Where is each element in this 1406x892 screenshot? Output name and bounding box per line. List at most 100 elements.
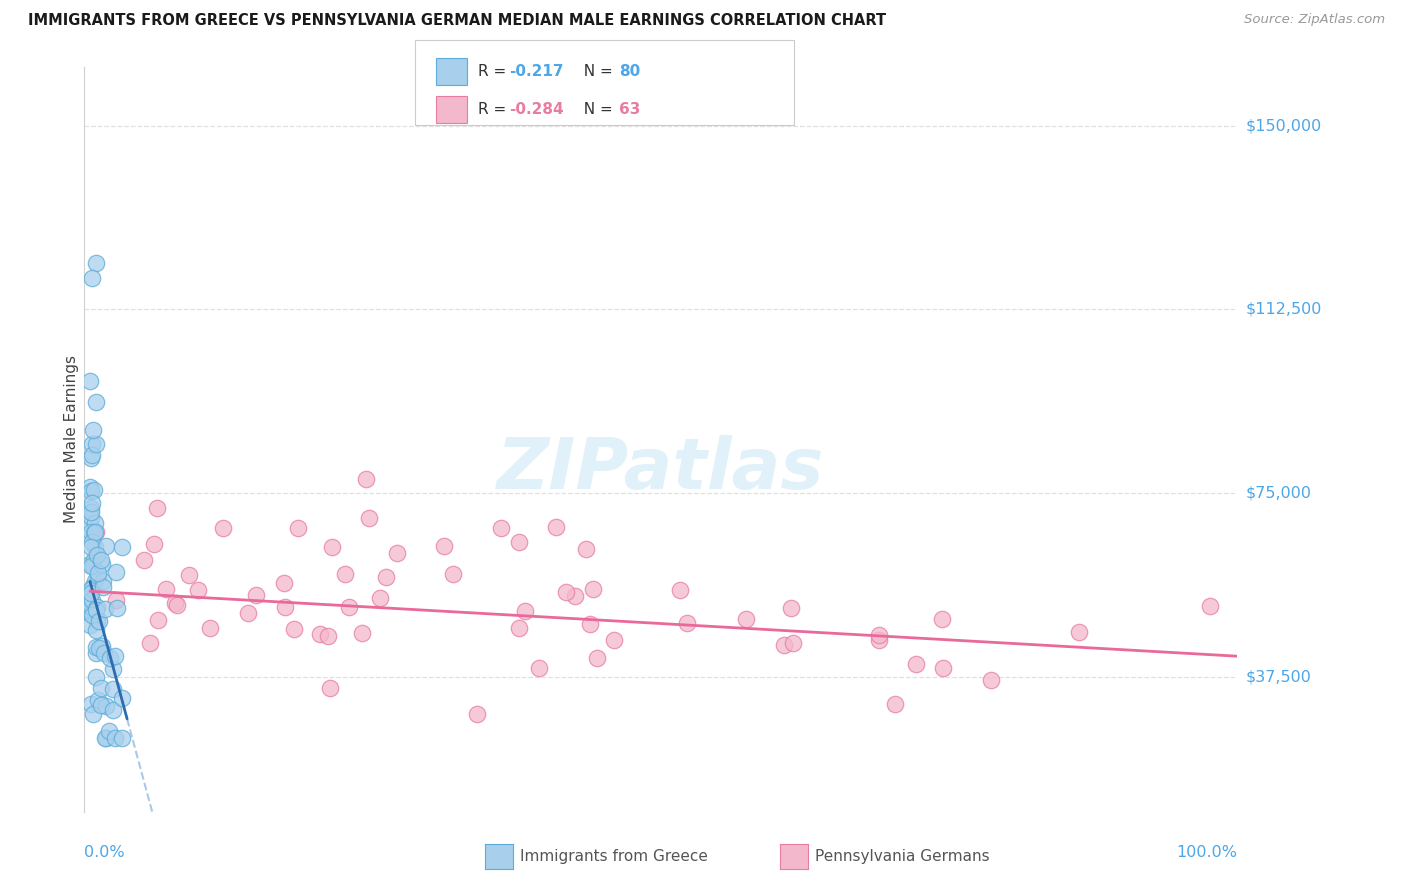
Point bbox=[884, 697, 907, 711]
Point bbox=[357, 510, 380, 524]
Text: 100.0%: 100.0% bbox=[1177, 846, 1237, 860]
Point bbox=[80, 500, 103, 515]
Point bbox=[1198, 599, 1220, 614]
Point bbox=[868, 633, 890, 648]
Point bbox=[84, 574, 107, 589]
Point bbox=[111, 731, 134, 746]
Point bbox=[319, 681, 342, 695]
Point bbox=[155, 582, 177, 596]
Point bbox=[79, 480, 101, 494]
Point bbox=[82, 582, 104, 596]
Point bbox=[905, 657, 928, 671]
Text: 80: 80 bbox=[619, 64, 640, 78]
Point bbox=[773, 638, 796, 652]
Point bbox=[579, 616, 602, 631]
Point bbox=[84, 524, 107, 539]
Point bbox=[96, 699, 118, 714]
Point bbox=[374, 570, 396, 584]
Text: $75,000: $75,000 bbox=[1246, 486, 1312, 500]
Text: R =: R = bbox=[478, 64, 512, 78]
Point bbox=[101, 662, 124, 676]
Point bbox=[111, 540, 134, 554]
Text: -0.284: -0.284 bbox=[509, 103, 564, 117]
Point bbox=[354, 471, 377, 485]
Point bbox=[80, 540, 103, 554]
Text: Pennsylvania Germans: Pennsylvania Germans bbox=[815, 849, 990, 863]
Point bbox=[544, 520, 567, 534]
Point bbox=[465, 706, 488, 721]
Text: N =: N = bbox=[574, 64, 617, 78]
Point bbox=[321, 540, 343, 554]
Point bbox=[96, 539, 118, 553]
Point bbox=[932, 661, 955, 675]
Text: R =: R = bbox=[478, 103, 512, 117]
Point bbox=[212, 520, 235, 534]
Point bbox=[101, 703, 124, 717]
Text: $37,500: $37,500 bbox=[1246, 670, 1312, 684]
Point bbox=[309, 626, 332, 640]
Point bbox=[586, 650, 609, 665]
Point bbox=[283, 622, 305, 636]
Point bbox=[441, 566, 464, 581]
Text: $150,000: $150,000 bbox=[1246, 119, 1322, 133]
Point bbox=[80, 607, 103, 621]
Point bbox=[177, 568, 200, 582]
Point bbox=[90, 698, 112, 712]
Point bbox=[79, 483, 101, 498]
Point bbox=[84, 670, 107, 684]
Point bbox=[86, 614, 108, 628]
Point bbox=[368, 591, 391, 606]
Point bbox=[83, 551, 105, 566]
Point bbox=[79, 558, 101, 572]
Point bbox=[93, 646, 115, 660]
Point bbox=[104, 565, 127, 579]
Point bbox=[198, 621, 221, 635]
Point bbox=[84, 394, 107, 409]
Point bbox=[103, 682, 125, 697]
Point bbox=[134, 553, 156, 567]
Point bbox=[79, 374, 101, 388]
Point bbox=[779, 600, 801, 615]
Point bbox=[527, 661, 550, 675]
Point bbox=[79, 618, 101, 632]
Point bbox=[84, 603, 107, 617]
Text: Source: ZipAtlas.com: Source: ZipAtlas.com bbox=[1244, 13, 1385, 27]
Point bbox=[166, 598, 188, 612]
Point bbox=[333, 566, 356, 581]
Point bbox=[80, 270, 103, 285]
Point bbox=[94, 602, 117, 616]
Point bbox=[83, 516, 105, 530]
Point bbox=[146, 613, 169, 627]
Point bbox=[90, 681, 112, 696]
Point bbox=[245, 589, 267, 603]
Point bbox=[82, 579, 104, 593]
Point bbox=[80, 600, 103, 615]
Point bbox=[80, 510, 103, 524]
Point bbox=[84, 646, 107, 660]
Text: ZIPatlas: ZIPatlas bbox=[498, 434, 824, 504]
Point bbox=[554, 585, 576, 599]
Point bbox=[80, 559, 103, 574]
Point bbox=[80, 582, 103, 596]
Point bbox=[782, 636, 804, 650]
Point bbox=[80, 495, 103, 509]
Point bbox=[84, 640, 107, 654]
Text: 0.0%: 0.0% bbox=[84, 846, 125, 860]
Point bbox=[238, 606, 260, 620]
Point bbox=[508, 535, 530, 549]
Point bbox=[165, 597, 187, 611]
Point bbox=[287, 520, 309, 534]
Point bbox=[87, 566, 110, 580]
Point bbox=[84, 437, 107, 451]
Point bbox=[87, 641, 110, 656]
Point bbox=[80, 604, 103, 618]
Point bbox=[98, 650, 121, 665]
Point bbox=[84, 525, 107, 540]
Point bbox=[602, 632, 624, 647]
Text: N =: N = bbox=[574, 103, 617, 117]
Point bbox=[87, 614, 110, 628]
Point bbox=[337, 600, 360, 615]
Y-axis label: Median Male Earnings: Median Male Earnings bbox=[63, 355, 79, 524]
Point bbox=[385, 546, 408, 560]
Point bbox=[433, 540, 456, 554]
